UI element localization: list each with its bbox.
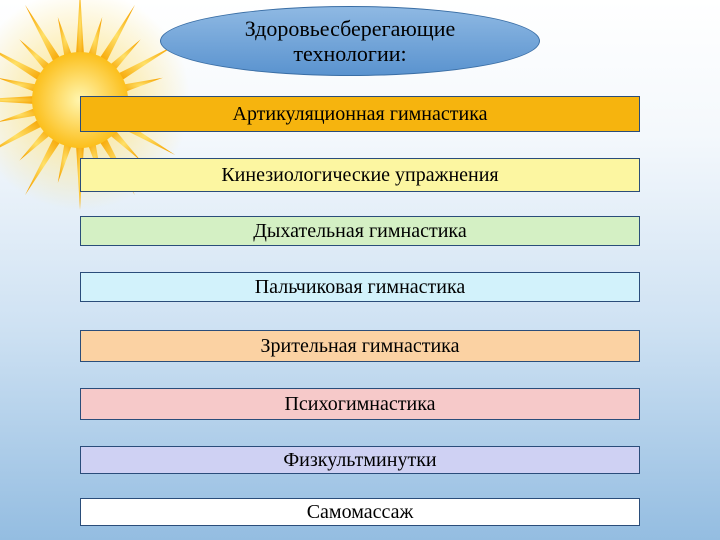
bar-label: Физкультминутки — [283, 449, 436, 472]
bar-label: Пальчиковая гимнастика — [255, 276, 466, 299]
title-text: Здоровьесберегающие технологии: — [191, 16, 509, 67]
bar-item: Физкультминутки — [80, 446, 640, 474]
bar-label: Дыхательная гимнастика — [253, 220, 466, 243]
bar-item: Зрительная гимнастика — [80, 330, 640, 362]
bar-label: Артикуляционная гимнастика — [233, 103, 488, 126]
bar-item: Психогимнастика — [80, 388, 640, 420]
bar-label: Зрительная гимнастика — [261, 335, 460, 358]
bar-item: Самомассаж — [80, 498, 640, 526]
bar-label: Психогимнастика — [284, 393, 435, 416]
bar-item: Кинезиологические упражнения — [80, 158, 640, 192]
bar-item: Пальчиковая гимнастика — [80, 272, 640, 302]
bar-label: Самомассаж — [307, 501, 414, 524]
bar-label: Кинезиологические упражнения — [221, 164, 498, 187]
title-oval: Здоровьесберегающие технологии: — [160, 6, 540, 76]
bar-item: Дыхательная гимнастика — [80, 216, 640, 246]
bar-item: Артикуляционная гимнастика — [80, 96, 640, 132]
